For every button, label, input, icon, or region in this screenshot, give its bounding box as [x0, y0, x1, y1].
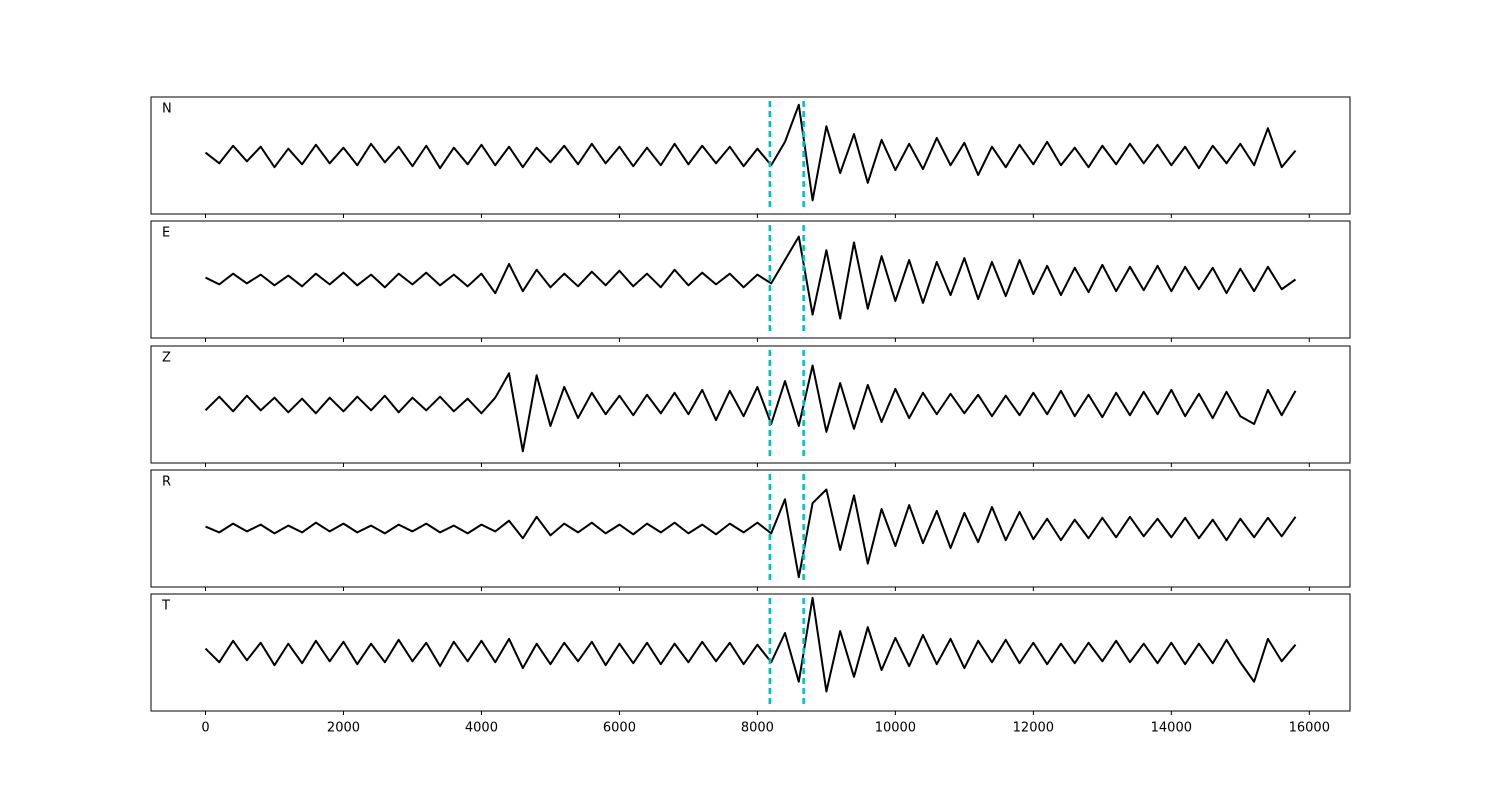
x-tick-label: 2000 — [327, 721, 360, 736]
x-tick-label: 6000 — [603, 721, 636, 736]
component-label: E — [162, 226, 170, 241]
component-label: R — [162, 475, 171, 490]
x-tick-label: 16000 — [1289, 721, 1330, 736]
component-label: T — [161, 599, 170, 614]
trace — [204, 364, 1297, 453]
panel-frame — [150, 345, 1351, 464]
panel-frame — [150, 593, 1351, 712]
panel-frame — [150, 96, 1351, 215]
trace — [204, 103, 1297, 202]
trace — [204, 596, 1297, 693]
panel-frame — [150, 469, 1351, 588]
x-tick-label: 0 — [201, 721, 209, 736]
x-tick-label: 8000 — [741, 721, 774, 736]
x-tick-label: 10000 — [875, 721, 916, 736]
x-tick-label: 14000 — [1151, 721, 1192, 736]
component-label: N — [162, 102, 172, 117]
trace — [205, 488, 1297, 579]
x-tick-label: 4000 — [465, 721, 498, 736]
panel-frame — [150, 220, 1351, 339]
x-tick-label: 12000 — [1013, 721, 1054, 736]
trace — [205, 235, 1297, 320]
component-label: Z — [162, 351, 171, 366]
